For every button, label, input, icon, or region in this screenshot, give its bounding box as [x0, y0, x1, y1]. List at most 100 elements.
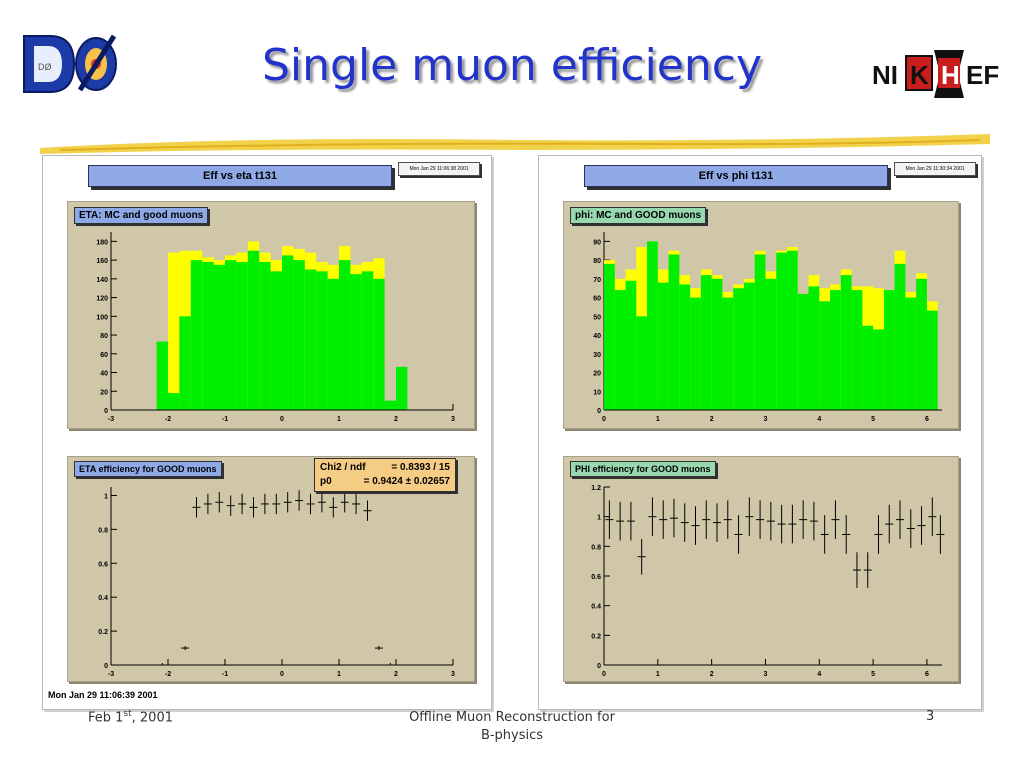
eta-eff-x-tick-label: 0	[280, 671, 284, 678]
svg-text:NI: NI	[872, 60, 898, 90]
phi-hist-bar-good	[894, 263, 906, 410]
eta-hist-bar-good	[316, 271, 328, 410]
eta-hist-bar-good	[327, 278, 339, 410]
phi-eff-y-tick-label: 0.8	[591, 544, 601, 551]
phi-hist-y-tick-label: 60	[593, 296, 601, 303]
footer-center-line2: B-physics	[480, 728, 544, 743]
eta-eff-x-tick-label: 3	[451, 671, 455, 678]
eta-hist-bar-good	[179, 316, 191, 410]
phi-hist-bar-good	[765, 278, 777, 410]
phi-eff-x-tick-label: 2	[710, 671, 714, 678]
phi-hist-x-tick-label: 2	[710, 416, 714, 423]
eta-eff-x-tick-label: -1	[222, 671, 228, 678]
d0-logo-mark: DØ	[38, 62, 52, 72]
eta-hist-bar-good	[373, 278, 385, 410]
eta-hist-bar-good	[225, 260, 237, 410]
phi-hist-bar-good	[668, 254, 680, 410]
eta-hist-y-tick-label: 140	[96, 277, 108, 284]
eta-eff-x-tick-label: -3	[108, 671, 114, 678]
footer-page-number: 3	[926, 709, 935, 724]
footer-date-sup: st	[123, 709, 132, 719]
eta-hist-y-tick-label: 80	[100, 333, 108, 340]
eta-hist-y-tick-label: 120	[96, 296, 108, 303]
eta-hist-bar-good	[259, 261, 271, 410]
eta-hist-bar-good	[350, 274, 362, 410]
eta-eff-title: ETA efficiency for GOOD muons	[74, 461, 222, 477]
eta-eff-y-tick-label: 1	[104, 493, 108, 500]
phi-hist-bar-good	[604, 263, 615, 410]
fit-chi2-label: Chi2 / ndf	[320, 462, 366, 473]
phi-hist-bar-good	[679, 284, 691, 410]
eta-hist-y-tick-label: 20	[100, 389, 108, 396]
eta-eff-y-tick-label: 0	[104, 663, 108, 670]
phi-hist-bar-good	[722, 297, 734, 410]
pad-phi-hist: 0 10 20 30 40 50 60 70 80 90 0 1 2 3 4 5 6 phi: MC and G…	[563, 201, 959, 429]
fit-stats-box: Chi2 / ndf = 0.8393 / 15 p0 = 0.9424 ± 0…	[314, 458, 456, 492]
phi-hist-bar-good	[754, 254, 766, 410]
phi-hist-x-tick-label: 0	[602, 416, 606, 423]
eta-hist-x-tick-label: 0	[280, 416, 284, 423]
d0-logo: DØ	[23, 34, 117, 93]
eta-hist-bar-good	[156, 341, 168, 410]
phi-hist-bar-good	[625, 280, 637, 410]
phi-hist-bar-good	[657, 282, 669, 410]
phi-hist-bar-good	[797, 293, 809, 410]
phi-hist-y-tick-label: 10	[593, 389, 601, 396]
phi-hist-x-tick-label: 4	[817, 416, 821, 423]
eta-hist-bar-good	[293, 260, 305, 410]
eta-hist-bar-good	[384, 400, 396, 410]
eta-hist-y-tick-label: 60	[100, 352, 108, 359]
eta-efficiency-plot: 0 0.2 0.4 0.6 0.8 1 -3 -2 -1 0 1 2 3	[98, 487, 455, 678]
eta-hist-x-tick-label: 3	[451, 416, 455, 423]
phi-eff-x-tick-label: 5	[871, 671, 875, 678]
phi-eff-title: PHI efficiency for GOOD muons	[570, 461, 716, 477]
phi-hist-y-tick-label: 80	[593, 258, 601, 265]
phi-hist-bar-good	[786, 250, 798, 410]
phi-hist-y-tick-label: 0	[597, 408, 601, 415]
canvas-header-eta: Eff vs eta t131	[88, 165, 392, 187]
phi-eff-y-tick-label: 0	[597, 663, 601, 670]
phi-hist-bar-good	[840, 275, 852, 410]
phi-hist-bar-good	[851, 290, 863, 410]
eta-hist-bar-good	[236, 261, 248, 410]
eta-hist-y-tick-label: 0	[104, 408, 108, 415]
eta-eff-x-tick-label: -2	[165, 671, 171, 678]
fit-p0-label: p0	[320, 476, 332, 487]
phi-hist-bar-good	[819, 301, 831, 410]
eta-histogram: 0 20 40 60 80 100 120 140 160 180 -3 -2 -1 0 1 2 3	[96, 232, 455, 423]
eta-hist-bar-good	[339, 260, 351, 410]
eta-hist-bar-good	[361, 271, 374, 410]
phi-eff-x-tick-label: 4	[817, 671, 821, 678]
eta-eff-x-tick-label: 1	[337, 671, 341, 678]
phi-hist-bar-good	[905, 297, 917, 410]
phi-hist-title: phi: MC and GOOD muons	[570, 207, 707, 224]
phi-hist-bar-good	[733, 288, 744, 410]
phi-hist-bar-good	[883, 290, 895, 410]
fit-p0-row: p0 = 0.9424 ± 0.02657	[320, 475, 450, 489]
phi-eff-x-tick-label: 3	[764, 671, 768, 678]
eta-hist-bar-good	[213, 264, 225, 410]
phi-hist-bar-good	[862, 325, 874, 410]
canvas-timestamp: Mon Jan 29 11:06:39 2001	[48, 690, 158, 700]
canvas-eta: Eff vs eta t131 Mon Jan 29 11:06:38 2001…	[42, 155, 492, 710]
phi-hist-bar-good	[926, 310, 938, 410]
phi-eff-x-tick-label: 1	[656, 671, 660, 678]
eta-hist-title: ETA: MC and good muons	[74, 207, 209, 224]
pad-eta-eff: 0 0.2 0.4 0.6 0.8 1 -3 -2 -1 0 1 2 3 ETA efficiency …	[67, 456, 475, 682]
eta-hist-bar-good	[247, 250, 260, 410]
eta-hist-bar-good	[270, 271, 282, 410]
phi-hist-bar-good	[711, 278, 723, 410]
phi-hist-bar-good	[614, 290, 626, 410]
eta-hist-y-tick-label: 40	[100, 371, 108, 378]
eta-hist-x-tick-label: -2	[165, 416, 171, 423]
eta-hist-x-tick-label: 2	[394, 416, 398, 423]
phi-eff-y-tick-label: 0.2	[591, 633, 601, 640]
phi-hist-bar-good	[743, 282, 755, 410]
phi-eff-y-tick-label: 1	[597, 515, 601, 522]
phi-eff-x-tick-label: 0	[602, 671, 606, 678]
canvas-date-phi: Mon Jan 29 11:30:34 2001	[894, 162, 976, 176]
phi-hist-bar-good	[647, 241, 658, 410]
phi-hist-bar-good	[690, 297, 701, 410]
footer-date-year: , 2001	[131, 710, 173, 726]
eta-eff-y-tick-label: 0.2	[98, 629, 108, 636]
